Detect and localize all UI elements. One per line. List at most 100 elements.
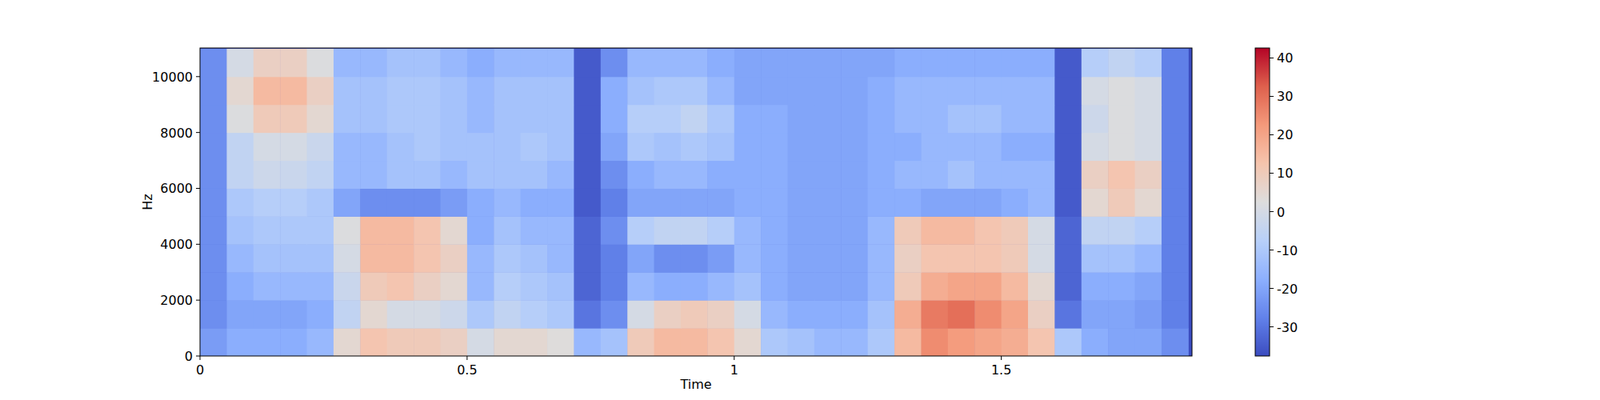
- cell: [814, 244, 842, 272]
- cell: [654, 160, 682, 189]
- cell: [654, 300, 682, 328]
- cell: [333, 216, 361, 244]
- cells: [200, 48, 1189, 356]
- cell: [707, 132, 735, 161]
- cell: [920, 216, 948, 244]
- cell: [360, 48, 388, 77]
- cell: [948, 272, 976, 300]
- cell: [520, 244, 548, 272]
- cell: [760, 244, 788, 272]
- cell: [974, 300, 1002, 328]
- cell: [1161, 104, 1189, 133]
- cell: [520, 216, 548, 244]
- cell: [307, 216, 335, 244]
- cell: [734, 272, 762, 300]
- cell: [840, 272, 868, 300]
- cell: [493, 160, 521, 189]
- cell: [413, 300, 441, 328]
- cell: [1054, 300, 1082, 328]
- cell: [734, 104, 762, 133]
- cell: [920, 160, 948, 189]
- cell: [1054, 188, 1082, 216]
- cell: [573, 132, 601, 161]
- cell: [974, 132, 1002, 161]
- cell: [788, 48, 816, 77]
- cell: [200, 104, 228, 133]
- cell: [226, 300, 254, 328]
- cell: [894, 272, 922, 300]
- cell: [520, 76, 548, 105]
- cell: [1135, 300, 1163, 328]
- cell: [680, 272, 708, 300]
- cell: [280, 104, 308, 133]
- cell: [360, 160, 388, 189]
- cell: [573, 216, 601, 244]
- cell: [948, 48, 976, 77]
- cell: [1081, 272, 1109, 300]
- cell: [1135, 272, 1163, 300]
- cell: [868, 328, 896, 356]
- x-tick-label: 0.5: [456, 362, 477, 378]
- cell: [600, 104, 628, 133]
- cell: [226, 244, 254, 272]
- cell: [788, 104, 816, 133]
- cell: [840, 328, 868, 356]
- cell: [467, 272, 495, 300]
- cell: [814, 328, 842, 356]
- cell: [734, 132, 762, 161]
- colorbar: [1255, 48, 1270, 356]
- cell: [1108, 300, 1136, 328]
- cell: [573, 48, 601, 77]
- cell: [1054, 328, 1082, 356]
- cell: [1028, 188, 1056, 216]
- x-axis-label: Time: [679, 376, 712, 392]
- cell: [627, 188, 655, 216]
- cell: [200, 272, 228, 300]
- cell: [1001, 188, 1029, 216]
- cell: [387, 160, 415, 189]
- cell: [600, 272, 628, 300]
- cell: [707, 244, 735, 272]
- cell: [680, 244, 708, 272]
- cell: [1135, 48, 1163, 77]
- cell: [333, 328, 361, 356]
- cell: [467, 188, 495, 216]
- cell: [734, 76, 762, 105]
- cell: [654, 272, 682, 300]
- cell: [840, 300, 868, 328]
- cell: [280, 76, 308, 105]
- cell: [894, 328, 922, 356]
- colorbar-tick: [1269, 211, 1274, 212]
- cell: [920, 300, 948, 328]
- y-tick-label: 10000: [152, 69, 193, 85]
- cell: [948, 328, 976, 356]
- cell: [1054, 76, 1082, 105]
- cell: [600, 132, 628, 161]
- cell: [440, 160, 468, 189]
- cell: [1161, 48, 1189, 77]
- colorbar-tick-label: -20: [1276, 281, 1298, 297]
- cell: [948, 76, 976, 105]
- cell: [627, 272, 655, 300]
- cell: [253, 328, 281, 356]
- cell: [814, 76, 842, 105]
- cell: [387, 244, 415, 272]
- cell: [627, 132, 655, 161]
- cell: [680, 76, 708, 105]
- cell: [627, 216, 655, 244]
- cell: [680, 300, 708, 328]
- cell: [734, 300, 762, 328]
- cell: [253, 104, 281, 133]
- cell: [547, 328, 575, 356]
- cell: [894, 216, 922, 244]
- cell: [868, 216, 896, 244]
- cell: [520, 188, 548, 216]
- cell: [974, 160, 1002, 189]
- cell: [920, 244, 948, 272]
- cell: [573, 76, 601, 105]
- cell: [493, 300, 521, 328]
- cell: [1001, 244, 1029, 272]
- cell: [840, 132, 868, 161]
- cell: [226, 188, 254, 216]
- y-tick: [196, 76, 200, 77]
